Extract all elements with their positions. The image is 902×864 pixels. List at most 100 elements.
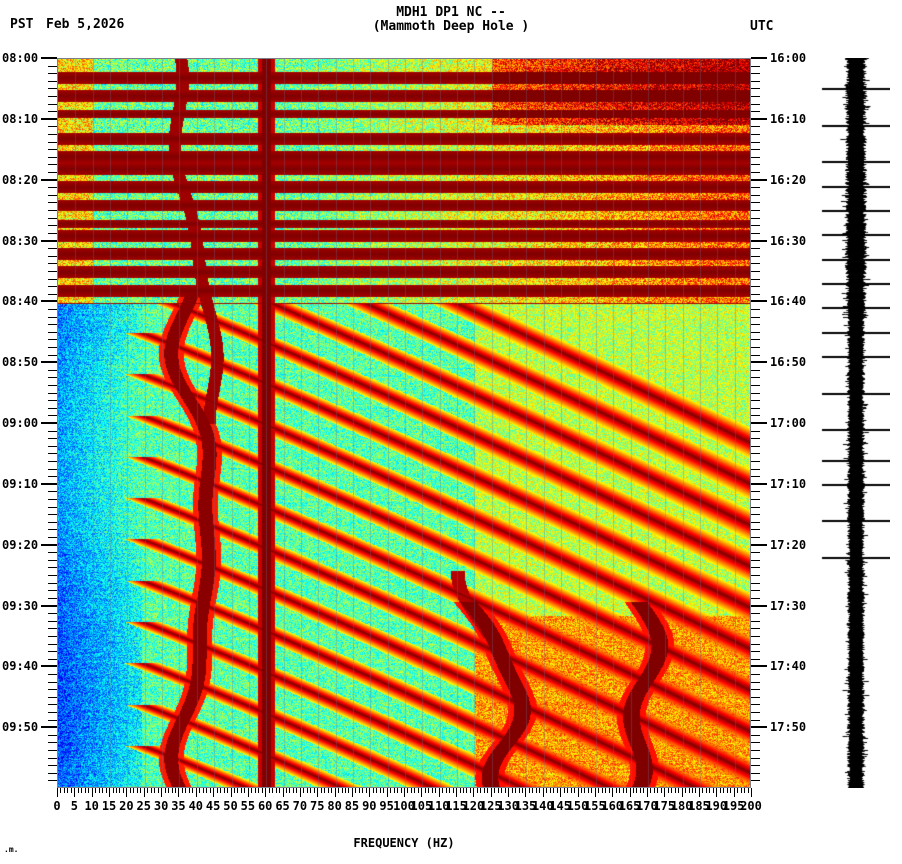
axis-tick-minor: [751, 598, 760, 599]
axis-tick-minor: [512, 788, 513, 793]
axis-tick-minor: [48, 453, 57, 454]
axis-tick-minor: [751, 674, 760, 675]
axis-tick-minor: [626, 788, 627, 793]
axis-tick-minor: [751, 529, 760, 530]
axis-tick-minor: [296, 788, 297, 793]
axis-tick-minor: [751, 476, 760, 477]
axis-tick-minor: [116, 788, 117, 793]
axis-tick-minor: [48, 552, 57, 553]
axis-tick-minor: [206, 788, 207, 793]
axis-tick-minor: [466, 788, 467, 793]
axis-tick-minor: [709, 788, 710, 793]
frequency-label: 40: [188, 799, 204, 813]
axis-tick-minor: [751, 271, 760, 272]
axis-tick-minor: [48, 446, 57, 447]
axis-tick-minor: [432, 788, 433, 793]
axis-tick-major: [560, 788, 561, 797]
axis-tick-minor: [48, 271, 57, 272]
time-label-pst: 09:00: [2, 416, 39, 430]
axis-tick-minor: [48, 210, 57, 211]
axis-tick-major: [751, 57, 767, 59]
frequency-label: 195: [722, 799, 745, 813]
axis-tick-minor: [48, 476, 57, 477]
axis-tick-minor: [345, 788, 346, 793]
axis-tick-minor: [48, 393, 57, 394]
axis-tick-minor: [751, 682, 760, 683]
axis-tick-minor: [751, 636, 760, 637]
axis-tick-minor: [48, 88, 57, 89]
axis-tick-minor: [210, 788, 211, 793]
frequency-label: 190: [705, 799, 728, 813]
axis-tick-minor: [189, 788, 190, 793]
axis-tick-minor: [342, 788, 343, 793]
axis-tick-minor: [546, 788, 547, 793]
station-name-title: (Mammoth Deep Hole ): [372, 19, 530, 34]
time-label-pst: 09:40: [2, 659, 39, 674]
axis-tick-minor: [751, 73, 760, 74]
axis-tick-minor: [85, 788, 86, 793]
axis-tick-minor: [751, 142, 760, 143]
axis-tick-minor: [751, 431, 760, 432]
axis-tick-minor: [48, 431, 57, 432]
axis-tick-minor: [348, 788, 349, 793]
axis-tick-minor: [48, 560, 57, 561]
axis-tick-minor: [751, 780, 760, 781]
axis-tick-minor: [748, 788, 749, 793]
axis-tick-minor: [751, 750, 760, 751]
axis-tick-minor: [48, 294, 57, 295]
axis-tick-minor: [102, 788, 103, 793]
axis-tick-major: [525, 788, 526, 797]
date-label: Feb 5,2026: [46, 17, 125, 32]
axis-tick-major: [716, 788, 717, 797]
axis-tick-major: [751, 665, 767, 668]
axis-tick-minor: [48, 172, 57, 173]
axis-tick-minor: [727, 788, 728, 793]
axis-tick-minor: [692, 788, 693, 793]
axis-tick-minor: [279, 788, 280, 793]
axis-tick-major: [543, 788, 544, 797]
axis-tick-minor: [48, 567, 57, 568]
axis-tick-major: [300, 788, 301, 797]
axis-tick-minor: [751, 621, 760, 622]
axis-tick-major: [751, 300, 767, 303]
frequency-label: 15: [101, 799, 117, 813]
axis-tick-minor: [48, 400, 57, 401]
axis-tick-minor: [751, 96, 760, 97]
axis-tick-minor: [751, 233, 760, 234]
axis-tick-minor: [48, 636, 57, 637]
axis-tick-major: [664, 788, 665, 797]
axis-tick-minor: [460, 788, 461, 793]
axis-tick-minor: [553, 788, 554, 793]
axis-tick-minor: [751, 202, 760, 203]
axis-tick-minor: [192, 788, 193, 793]
axis-tick-minor: [48, 370, 57, 371]
axis-tick-minor: [262, 788, 263, 793]
axis-tick-minor: [48, 73, 57, 74]
corner-mark: .m.: [4, 845, 19, 854]
time-label-utc: 16:00: [770, 51, 807, 65]
axis-tick-minor: [366, 788, 367, 793]
axis-tick-minor: [539, 788, 540, 793]
axis-tick-minor: [48, 195, 57, 196]
axis-tick-minor: [751, 225, 760, 226]
axis-tick-minor: [286, 788, 287, 793]
axis-tick-minor: [81, 788, 82, 793]
time-label-pst: 08:10: [2, 111, 39, 126]
frequency-label: 90: [362, 799, 377, 813]
axis-tick-minor: [598, 788, 599, 793]
spectrogram-plot[interactable]: [57, 58, 751, 788]
axis-tick-minor: [574, 788, 575, 793]
axis-tick-minor: [751, 644, 760, 645]
axis-tick-minor: [751, 218, 760, 219]
axis-tick-minor: [751, 552, 760, 553]
axis-tick-major: [41, 422, 57, 424]
axis-tick-minor: [48, 697, 57, 698]
axis-tick-minor: [48, 438, 57, 439]
helicorder-trace-panel: [820, 58, 890, 788]
axis-tick-minor: [48, 256, 57, 257]
axis-tick-minor: [310, 788, 311, 793]
axis-tick-minor: [331, 788, 332, 793]
frequency-label: 185: [688, 799, 710, 813]
frequency-label: 65: [275, 799, 290, 813]
frequency-label: 180: [670, 799, 693, 813]
